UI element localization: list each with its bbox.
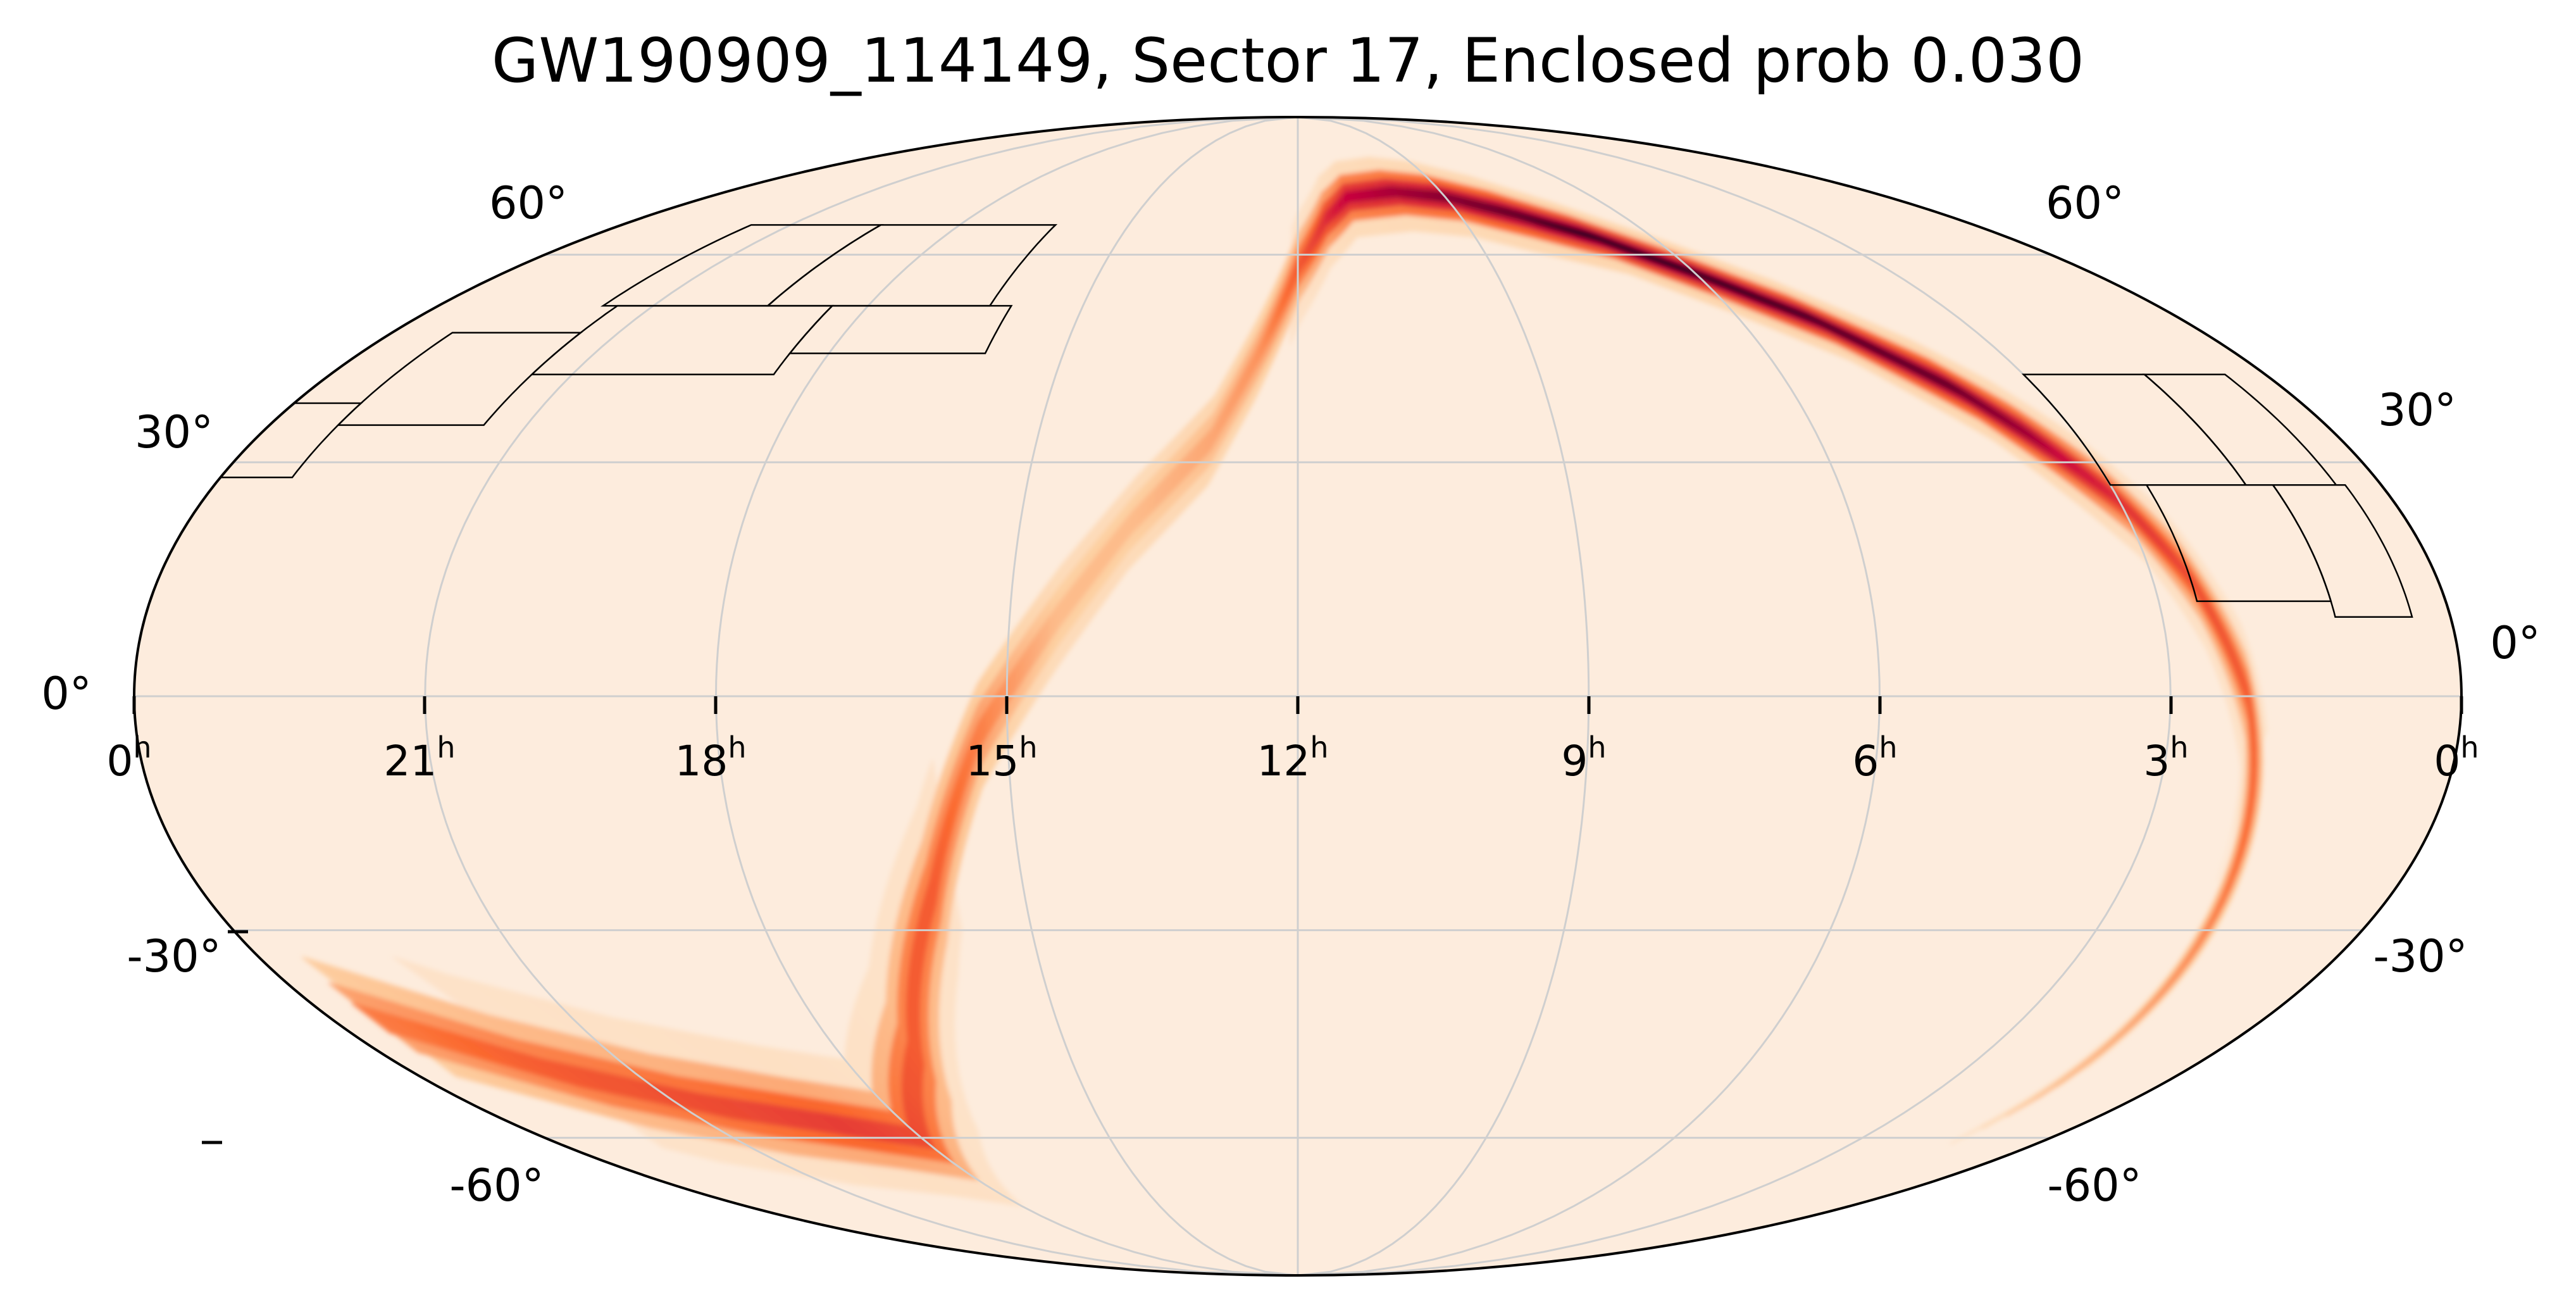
ra-axis-label: 9h: [1561, 730, 1606, 785]
ra-axis-label: 15h: [966, 730, 1037, 785]
dec-axis-label-right: 30°: [2378, 384, 2456, 436]
dec-axis-label-left: 0°: [41, 668, 92, 720]
ra-axis-label: 6h: [1852, 730, 1897, 785]
dec-axis-label-right: -30°: [2373, 930, 2467, 982]
dec-axis-label-right: 60°: [2046, 177, 2124, 229]
dec-axis-label-right: 0°: [2490, 617, 2541, 669]
tess-ccd-tile: [2271, 484, 2413, 618]
dec-axis-label-left: 30°: [135, 406, 213, 458]
ra-axis-label: 0h: [106, 730, 151, 785]
ra-axis-label: 12h: [1257, 730, 1328, 785]
probability-band-segment: [1950, 1056, 2102, 1145]
probability-band-segment: [1981, 1072, 2077, 1129]
probability-band-segment: [2005, 1086, 2056, 1117]
page-title: GW190909_114149, Sector 17, Enclosed pro…: [491, 25, 2085, 96]
tess-ccd-tile: [600, 224, 884, 307]
dec-axis-label-left: -60°: [449, 1160, 544, 1211]
dec-axis-label-left: 60°: [489, 177, 568, 229]
axis-ticks: [132, 696, 2463, 1144]
ra-axis-label: 3h: [2143, 730, 2188, 785]
axis-labels: 0h 21h 18h 15h 12h 9h 6h 3h 0h 60° 30° 0° -30° -60° 60…: [41, 177, 2541, 1211]
ra-axis-label: 18h: [675, 730, 746, 785]
dec-axis-label-right: -60°: [2047, 1160, 2141, 1211]
ra-axis-label: 0h: [2434, 730, 2479, 785]
probability-band: [301, 156, 2268, 1207]
dec-axis-label-left: -30°: [127, 930, 221, 982]
ra-axis-label: 21h: [383, 730, 455, 785]
